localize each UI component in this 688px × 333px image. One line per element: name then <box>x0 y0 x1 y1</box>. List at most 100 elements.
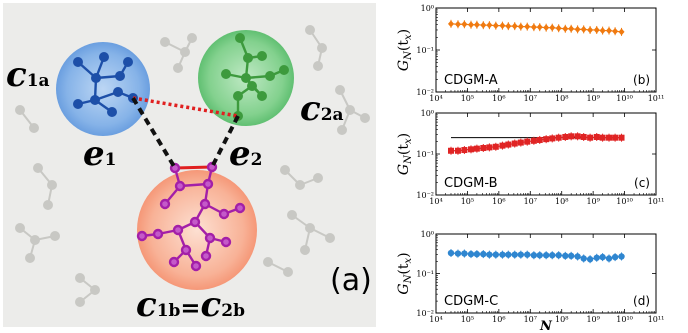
gray-cluster <box>75 273 100 307</box>
cluster-c1a-network <box>72 52 138 117</box>
y-tick-label: 10⁻² <box>416 309 434 318</box>
chart-2: 10⁴ 10⁵ 10⁶ 10⁷ 10⁸ 10⁹ 10¹⁰ 10¹¹ 10⁰ 10⁻¹ 10⁻² GN(… <box>396 109 664 206</box>
x-tick-label: 10¹¹ <box>648 94 665 103</box>
y-tick-label: 10⁰ <box>421 109 434 118</box>
label-e1: e1 <box>83 134 116 174</box>
data-point <box>530 23 537 31</box>
chart-panel-label: (d) <box>633 294 650 308</box>
y-axis-label: GN(tx) <box>396 252 414 294</box>
data-point <box>580 133 587 140</box>
chart-title: CDGM-A <box>444 73 498 88</box>
data-point <box>454 147 461 154</box>
x-tick-label: 10⁸ <box>555 94 568 103</box>
x-tick-label: 10¹⁰ <box>616 315 633 324</box>
data-point <box>587 134 594 141</box>
x-tick-label: 10⁷ <box>524 197 537 206</box>
data-point <box>580 255 587 262</box>
data-point <box>505 141 512 148</box>
data-point <box>605 255 613 262</box>
data-point <box>606 134 613 141</box>
x-tick-label: 10¹⁰ <box>616 94 633 103</box>
chart-1: 10⁴ 10⁵ 10⁶ 10⁷ 10⁸ 10⁹ 10¹⁰ 10¹¹ 10⁰ 10⁻¹ 10⁻² GN(… <box>396 4 664 103</box>
data-point <box>480 21 487 29</box>
data-point <box>473 250 481 258</box>
x-tick-label: 10⁹ <box>586 197 600 206</box>
charts: 10⁴ 10⁵ 10⁶ 10⁷ 10⁸ 10⁹ 10¹⁰ 10¹¹ 10⁰ 10⁻¹ 10⁻² GN(… <box>396 4 664 333</box>
data-point <box>530 137 537 144</box>
data-point <box>480 250 487 258</box>
data-point <box>555 24 562 32</box>
data-point <box>599 134 606 141</box>
data-point <box>543 24 550 32</box>
data-point <box>492 143 499 150</box>
data-point <box>480 145 487 152</box>
y-tick-label: 10⁻¹ <box>416 270 434 279</box>
gray-cluster <box>263 257 293 277</box>
data-point <box>568 25 575 33</box>
edge-e2-line <box>210 115 240 168</box>
data-point <box>543 136 550 143</box>
data-point <box>536 252 543 259</box>
data-point <box>536 136 543 143</box>
gray-cluster <box>15 223 60 263</box>
data-point <box>606 27 613 35</box>
data-point <box>447 20 454 28</box>
x-axis-label: N <box>539 319 553 333</box>
gray-cluster <box>305 25 327 71</box>
data-point <box>549 135 556 142</box>
data-point <box>492 251 500 258</box>
y-tick-label: 10⁻² <box>416 191 434 200</box>
gray-cluster <box>33 163 57 210</box>
x-tick-label: 10¹¹ <box>648 315 665 324</box>
x-tick-label: 10⁶ <box>492 94 505 103</box>
data-point <box>593 254 600 261</box>
data-point <box>524 251 531 258</box>
panel-label-a: (a) <box>330 263 372 298</box>
data-point <box>499 142 506 149</box>
data-point <box>505 251 512 258</box>
gray-cluster <box>335 85 370 135</box>
data-point <box>562 252 569 260</box>
data-point <box>536 23 543 31</box>
y-axis-label: GN(tx) <box>396 133 414 175</box>
data-point <box>611 253 619 261</box>
label-c2a: c2a <box>300 89 344 129</box>
x-tick-label: 10⁷ <box>524 94 537 103</box>
data-point <box>511 140 518 147</box>
x-tick-label: 10⁶ <box>492 315 505 324</box>
y-tick-label: 10⁰ <box>421 4 434 13</box>
data-point <box>555 252 562 259</box>
data-point <box>499 22 506 30</box>
data-point <box>461 147 468 154</box>
x-tick-label: 10⁴ <box>429 94 442 103</box>
x-tick-label: 10⁸ <box>555 315 568 324</box>
x-tick-label: 10⁶ <box>492 197 505 206</box>
data-point <box>562 133 569 140</box>
plot-frame <box>435 112 657 196</box>
gray-cluster <box>15 105 39 133</box>
data-point <box>524 138 531 145</box>
label-c1a: c1a <box>6 55 50 95</box>
data-point <box>486 144 493 151</box>
x-tick-label: 10⁴ <box>429 315 442 324</box>
data-point <box>454 250 462 257</box>
data-point <box>568 133 575 140</box>
data-point <box>447 147 454 154</box>
x-tick-label: 10⁹ <box>586 94 600 103</box>
gray-cluster <box>287 210 335 255</box>
data-point <box>524 23 531 31</box>
data-point <box>586 256 594 263</box>
data-point <box>473 145 480 152</box>
data-point <box>593 26 600 34</box>
data-point <box>549 24 556 32</box>
y-tick-label: 10⁻¹ <box>416 150 434 159</box>
data-point <box>499 251 506 258</box>
x-tick-label: 10¹¹ <box>648 197 665 206</box>
gray-cluster <box>160 33 197 73</box>
data-point <box>599 27 606 35</box>
y-tick-label: 10⁰ <box>421 230 434 239</box>
gray-cluster <box>280 165 323 190</box>
x-tick-label: 10¹⁰ <box>616 197 633 206</box>
